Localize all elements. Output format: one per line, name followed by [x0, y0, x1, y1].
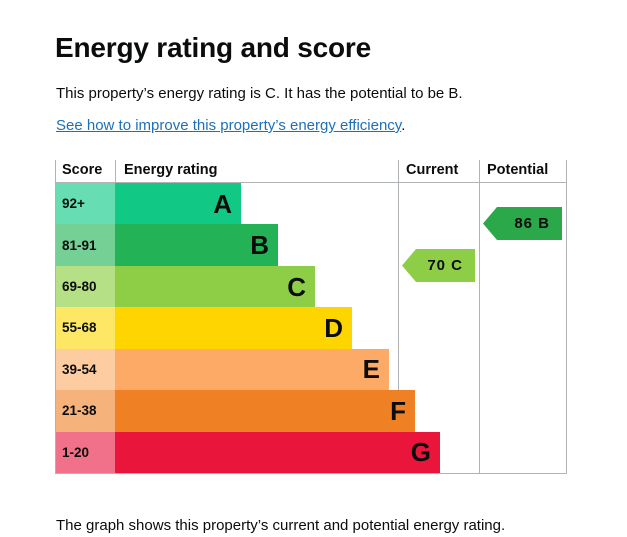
rating-band-d: 55-68 D [56, 307, 398, 349]
band-bar-a: A [115, 183, 241, 225]
table-border-potential [479, 160, 480, 474]
potential-rating-marker: 86 B [483, 207, 562, 240]
band-score-range-a: 92+ [56, 183, 115, 225]
band-letter-d: D [324, 312, 343, 343]
table-border-current [398, 160, 399, 474]
rating-band-f: 21-38 F [56, 390, 415, 432]
rating-band-g: 1-20 G [56, 431, 440, 473]
band-letter-b: B [250, 230, 269, 261]
band-score-range-f: 21-38 [56, 390, 115, 432]
rating-bands: 92+ A 81-91 B 69-80 C 55-68 D 39-54 E 21-38 F 1-20 G [56, 183, 440, 473]
link-trailing-period: . [401, 117, 406, 134]
epc-rating-chart: Score Energy rating Current Potential 92… [55, 160, 567, 474]
header-energy-rating: Energy rating [124, 162, 218, 178]
header-current: Current [406, 162, 459, 178]
current-rating-marker: 70 C [402, 249, 475, 282]
rating-band-b: 81-91 B [56, 224, 398, 266]
band-score-range-e: 39-54 [56, 348, 115, 391]
band-score-range-d: 55-68 [56, 307, 115, 349]
improve-efficiency-link[interactable]: See how to improve this property’s energ… [56, 117, 402, 134]
header-score: Score [62, 162, 103, 178]
intro-paragraph: This property’s energy rating is C. It h… [56, 85, 463, 102]
band-score-range-c: 69-80 [56, 265, 115, 308]
header-potential: Potential [487, 162, 549, 178]
band-score-range-b: 81-91 [56, 224, 115, 266]
band-bar-e: E [115, 348, 389, 391]
page-title: Energy rating and score [55, 31, 371, 63]
band-score-range-g: 1-20 [56, 431, 115, 473]
current-rating-label: 70 C [427, 257, 463, 274]
rating-band-e: 39-54 E [56, 348, 398, 391]
table-border-score [115, 160, 116, 182]
band-bar-g: G [115, 431, 440, 473]
band-letter-a: A [213, 188, 232, 219]
table-border-bottom [55, 473, 567, 474]
improve-efficiency-line: See how to improve this property’s energ… [56, 115, 405, 137]
footer-note: The graph shows this property’s current … [56, 517, 506, 534]
potential-rating-label: 86 B [514, 215, 550, 232]
table-border-left [55, 160, 56, 474]
band-bar-c: C [115, 265, 315, 308]
band-bar-f: F [115, 390, 415, 432]
table-border-right [566, 160, 567, 474]
band-letter-f: F [390, 395, 406, 426]
rating-band-c: 69-80 C [56, 265, 398, 308]
table-header-row: Score Energy rating Current Potential [55, 160, 567, 183]
band-letter-e: E [362, 354, 380, 385]
rating-band-a: 92+ A [56, 183, 398, 225]
band-bar-d: D [115, 307, 352, 349]
band-letter-g: G [410, 437, 431, 468]
band-letter-c: C [287, 271, 306, 302]
band-bar-b: B [115, 224, 278, 266]
